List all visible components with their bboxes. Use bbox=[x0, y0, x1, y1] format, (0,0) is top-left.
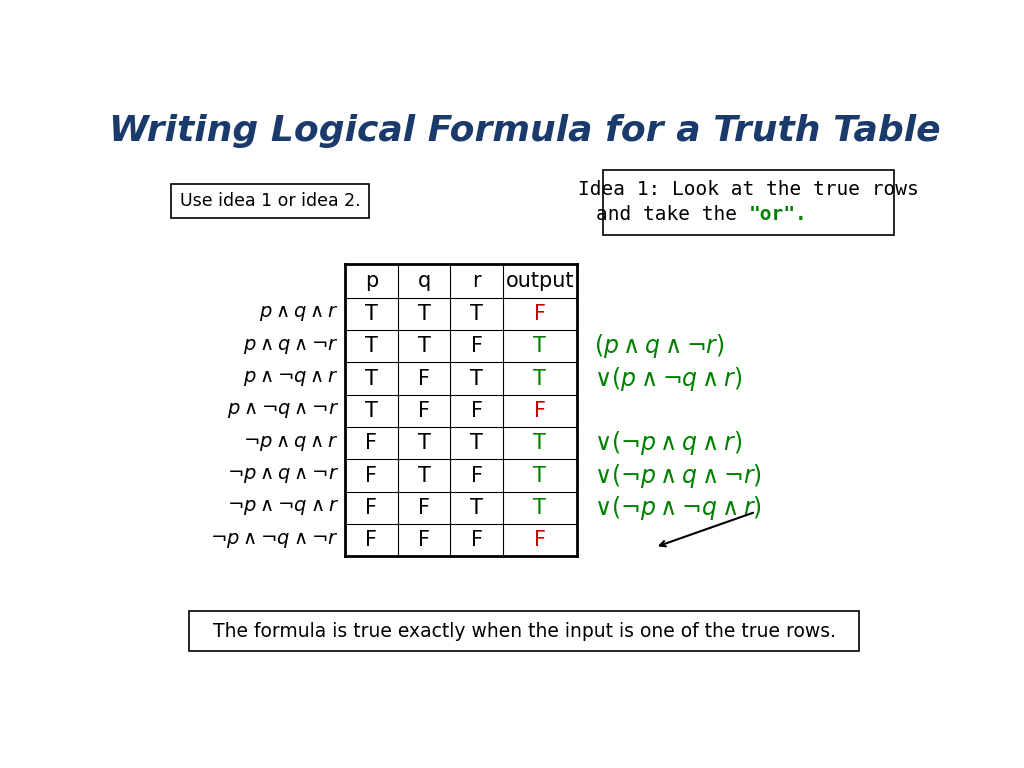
Text: and take the: and take the bbox=[596, 205, 749, 224]
Text: T: T bbox=[365, 304, 378, 324]
Text: $p \wedge {\neg q} \wedge r$: $p \wedge {\neg q} \wedge r$ bbox=[243, 369, 339, 388]
Text: ${\neg p} \wedge q \wedge r$: ${\neg p} \wedge q \wedge r$ bbox=[243, 434, 339, 453]
Text: F: F bbox=[366, 530, 378, 551]
Text: T: T bbox=[365, 401, 378, 421]
Text: T: T bbox=[534, 465, 547, 485]
Text: Writing Logical Formula for a Truth Table: Writing Logical Formula for a Truth Tabl… bbox=[109, 114, 941, 147]
Text: T: T bbox=[418, 465, 430, 485]
Text: F: F bbox=[418, 401, 430, 421]
Text: $p \wedge q \wedge {\neg r}$: $p \wedge q \wedge {\neg r}$ bbox=[243, 336, 339, 356]
Text: ${\neg p} \wedge {\neg q} \wedge r$: ${\neg p} \wedge {\neg q} \wedge r$ bbox=[226, 498, 339, 518]
Text: The formula is true exactly when the input is one of the true rows.: The formula is true exactly when the inp… bbox=[213, 621, 836, 641]
Text: F: F bbox=[534, 304, 546, 324]
Text: F: F bbox=[366, 433, 378, 453]
Text: T: T bbox=[534, 336, 547, 356]
Text: F: F bbox=[366, 465, 378, 485]
Text: output: output bbox=[506, 271, 574, 291]
Text: T: T bbox=[534, 498, 547, 518]
Text: $\vee(p \wedge {\neg q} \wedge r)$: $\vee(p \wedge {\neg q} \wedge r)$ bbox=[594, 365, 742, 392]
Text: F: F bbox=[534, 530, 546, 551]
Text: F: F bbox=[471, 336, 482, 356]
Text: F: F bbox=[418, 369, 430, 389]
Text: T: T bbox=[365, 369, 378, 389]
Text: T: T bbox=[418, 304, 430, 324]
Text: ${\neg p} \wedge q \wedge {\neg r}$: ${\neg p} \wedge q \wedge {\neg r}$ bbox=[226, 466, 339, 485]
Text: F: F bbox=[471, 401, 482, 421]
Text: F: F bbox=[534, 401, 546, 421]
Text: "or".: "or". bbox=[749, 205, 808, 224]
Text: $\vee({\neg p} \wedge {\neg q} \wedge r)$: $\vee({\neg p} \wedge {\neg q} \wedge r)… bbox=[594, 494, 762, 522]
Text: T: T bbox=[470, 498, 483, 518]
Text: T: T bbox=[365, 336, 378, 356]
Text: T: T bbox=[470, 304, 483, 324]
Text: F: F bbox=[366, 498, 378, 518]
Text: T: T bbox=[470, 369, 483, 389]
Text: q: q bbox=[418, 271, 431, 291]
FancyBboxPatch shape bbox=[603, 170, 895, 234]
Text: $p \wedge q \wedge r$: $p \wedge q \wedge r$ bbox=[259, 304, 339, 323]
Text: $(p \wedge q \wedge {\neg r})$: $(p \wedge q \wedge {\neg r})$ bbox=[594, 333, 725, 360]
Text: $p \wedge {\neg q} \wedge {\neg r}$: $p \wedge {\neg q} \wedge {\neg r}$ bbox=[226, 402, 339, 420]
Text: F: F bbox=[471, 530, 482, 551]
Text: T: T bbox=[534, 433, 547, 453]
Text: $\vee({\neg p} \wedge q \wedge r)$: $\vee({\neg p} \wedge q \wedge r)$ bbox=[594, 429, 742, 457]
Text: T: T bbox=[418, 336, 430, 356]
Text: F: F bbox=[418, 498, 430, 518]
Text: p: p bbox=[365, 271, 378, 291]
Text: T: T bbox=[534, 369, 547, 389]
Text: T: T bbox=[418, 433, 430, 453]
Text: Idea 1: Look at the true rows: Idea 1: Look at the true rows bbox=[579, 180, 920, 200]
Text: F: F bbox=[471, 465, 482, 485]
Text: ${\neg p} \wedge {\neg q} \wedge {\neg r}$: ${\neg p} \wedge {\neg q} \wedge {\neg r… bbox=[210, 531, 339, 550]
Text: $\vee({\neg p} \wedge q \wedge {\neg r})$: $\vee({\neg p} \wedge q \wedge {\neg r})… bbox=[594, 462, 762, 490]
Text: Use idea 1 or idea 2.: Use idea 1 or idea 2. bbox=[179, 192, 360, 210]
Text: r: r bbox=[472, 271, 481, 291]
FancyBboxPatch shape bbox=[189, 611, 859, 651]
Text: F: F bbox=[418, 530, 430, 551]
Text: T: T bbox=[470, 433, 483, 453]
FancyBboxPatch shape bbox=[171, 184, 369, 217]
